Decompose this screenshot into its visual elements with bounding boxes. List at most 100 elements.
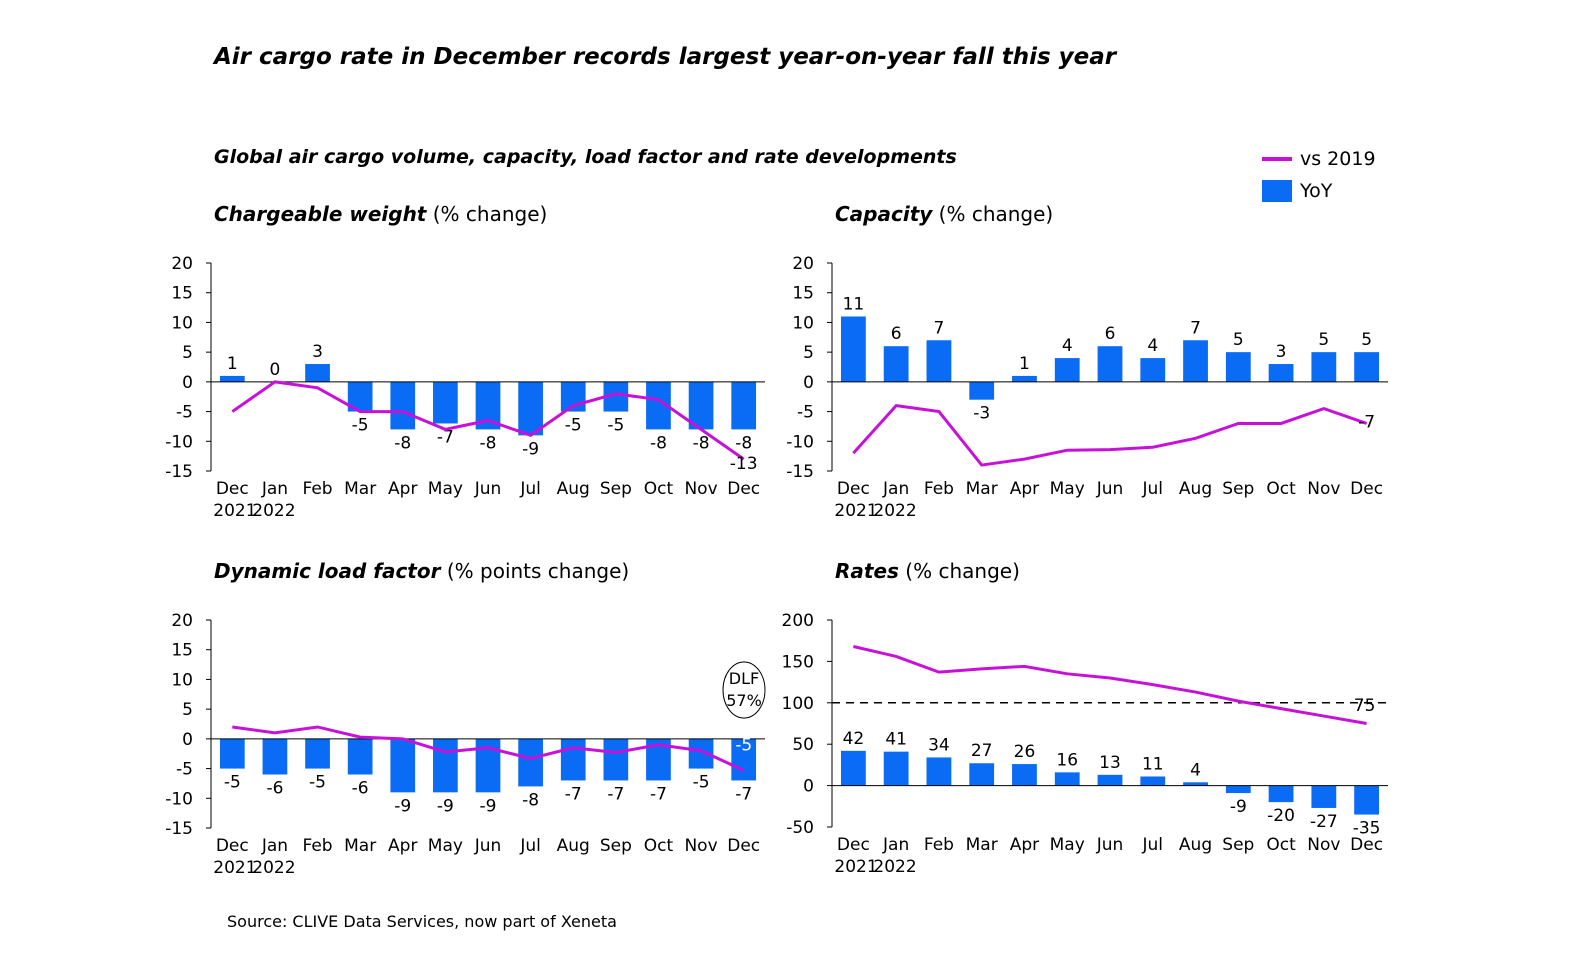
bar (305, 738, 330, 769)
x-tick-label: Apr (1010, 479, 1039, 499)
bar-label: -5 (693, 773, 710, 793)
x-tick-label: Dec (1350, 479, 1383, 499)
x-tick-label: Jun (474, 479, 502, 499)
bar (433, 381, 458, 424)
legend-item-line: vs 2019 (1262, 148, 1376, 170)
bar-label: -7 (735, 784, 752, 804)
bar-label: -8 (735, 433, 752, 453)
bar-label: -7 (437, 427, 454, 447)
x-tick-label: Feb (302, 479, 332, 499)
x-tick-label: Jun (474, 836, 502, 856)
bar-label: -9 (480, 796, 497, 816)
bar (840, 316, 866, 382)
panel-title-rates: Rates (% change) (835, 559, 1020, 583)
legend-line-swatch (1262, 157, 1292, 161)
bar (1225, 352, 1251, 382)
bar-label: 26 (1014, 742, 1036, 762)
bar-label: -8 (522, 790, 539, 810)
bar (1097, 774, 1123, 786)
x-tick-label: Feb (302, 836, 332, 856)
bar-label: 1 (227, 354, 238, 374)
x-tick-label: Mar (344, 836, 376, 856)
y-tick-label: -10 (165, 789, 193, 809)
bar (1268, 364, 1294, 382)
line-vs-2019 (853, 645, 1367, 725)
panel-title-unit: (% change) (932, 202, 1054, 226)
bar-label: -5 (352, 416, 369, 436)
y-tick-label: -5 (176, 760, 193, 780)
x-tick-label: Jan (261, 479, 288, 499)
source-note: Source: CLIVE Data Services, now part of… (227, 912, 617, 931)
bar-label: 3 (1276, 342, 1287, 362)
x-year-label: 2022 (252, 501, 295, 521)
y-tick-label: 20 (171, 611, 193, 631)
bar-label: 6 (891, 324, 902, 344)
bar-label: 7 (934, 318, 945, 338)
panel-title-capacity: Capacity (% change) (835, 202, 1053, 226)
bar (883, 751, 909, 786)
bar (305, 364, 330, 382)
x-tick-label: Aug (557, 836, 590, 856)
bar-label: -5 (224, 773, 241, 793)
x-year-label: 2021 (834, 501, 877, 521)
x-tick-label: Jul (519, 836, 541, 856)
bar (262, 738, 288, 775)
x-tick-label: Jul (519, 479, 541, 499)
x-year-label: 2021 (834, 857, 877, 877)
bar (560, 738, 586, 781)
y-tick-label: -10 (165, 432, 193, 452)
y-tick-label: 0 (182, 730, 193, 750)
y-tick-label: -15 (786, 462, 814, 482)
x-tick-label: Jun (1096, 835, 1124, 855)
line-vs-2019 (231, 380, 745, 461)
bar-label: 7 (1190, 318, 1201, 338)
bar-label: -9 (437, 796, 454, 816)
x-tick-label: Nov (1307, 835, 1340, 855)
figure-subtitle: Global air cargo volume, capacity, load … (214, 146, 957, 168)
bar-label: 5 (1318, 330, 1329, 350)
x-tick-label: Mar (966, 479, 998, 499)
bar (969, 381, 995, 400)
x-tick-label: May (1050, 835, 1085, 855)
panel-title-unit: (% change) (426, 202, 548, 226)
x-tick-label: Sep (600, 479, 632, 499)
bar-label: -9 (522, 439, 539, 459)
bar-label: -20 (1267, 806, 1295, 826)
x-tick-label: Jan (261, 836, 288, 856)
bar (1012, 375, 1037, 382)
dlf-annotation-bubble (722, 661, 766, 719)
bar-label: -9 (1230, 797, 1247, 817)
line-vs-2019 (232, 725, 745, 772)
bar (1268, 785, 1294, 803)
y-tick-label: -15 (165, 819, 193, 839)
y-tick-label: 0 (803, 777, 814, 797)
x-tick-label: Aug (557, 479, 590, 499)
x-tick-label: Jan (882, 479, 909, 499)
bar (731, 738, 757, 781)
bar-label: -7 (650, 784, 667, 804)
bar-label: 4 (1190, 760, 1201, 780)
bar-label: 0 (270, 360, 281, 380)
y-tick-label: 10 (171, 313, 193, 333)
x-year-label: 2021 (213, 858, 256, 878)
y-tick-label: 15 (171, 641, 193, 661)
bar (219, 375, 245, 382)
x-tick-label: Nov (1307, 479, 1340, 499)
x-tick-label: Nov (684, 479, 717, 499)
panel-title-load-factor: Dynamic load factor (% points change) (214, 559, 629, 583)
bar (1140, 358, 1166, 382)
bar-label: -3 (973, 404, 990, 424)
line-end-label: -5 (735, 735, 752, 755)
bar-label: 11 (1142, 754, 1164, 774)
x-tick-label: Apr (388, 836, 417, 856)
x-tick-label: Sep (600, 836, 632, 856)
bar-label: 34 (928, 735, 950, 755)
x-tick-label: Mar (966, 835, 998, 855)
x-tick-label: Oct (1266, 479, 1296, 499)
x-tick-label: Dec (837, 479, 870, 499)
x-tick-label: Dec (1350, 835, 1383, 855)
y-tick-label: -5 (176, 403, 193, 423)
bar (219, 738, 245, 769)
x-tick-label: May (1050, 479, 1085, 499)
